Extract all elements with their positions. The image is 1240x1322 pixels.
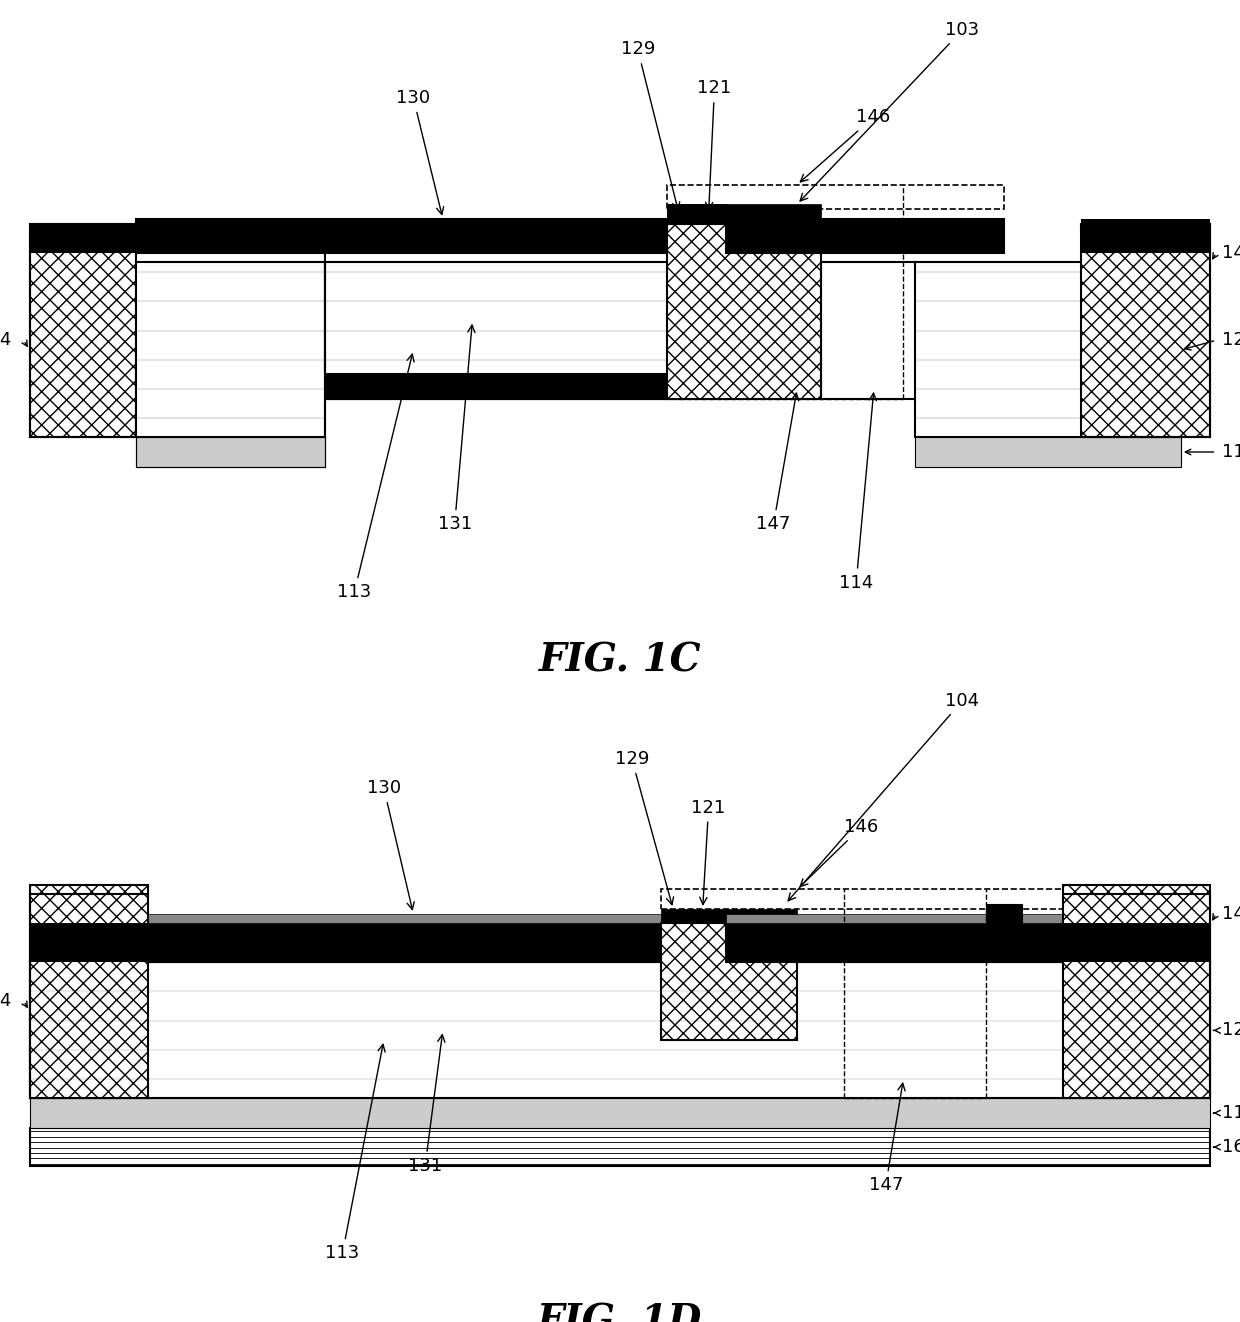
Bar xyxy=(30,1099,1210,1128)
Bar xyxy=(667,185,1004,209)
Text: 113: 113 xyxy=(325,1044,386,1263)
Bar xyxy=(325,374,680,398)
Bar xyxy=(30,223,136,253)
Bar xyxy=(1063,924,1210,962)
Bar xyxy=(727,914,1063,924)
Text: 103: 103 xyxy=(800,21,980,201)
Text: 112: 112 xyxy=(1223,443,1240,461)
Text: 144: 144 xyxy=(0,332,12,349)
Text: 113: 113 xyxy=(337,354,414,602)
Bar xyxy=(915,263,1180,438)
Text: 146: 146 xyxy=(800,818,879,887)
Bar xyxy=(661,910,797,924)
Bar xyxy=(136,263,325,438)
Bar xyxy=(667,204,727,223)
Text: 147: 147 xyxy=(868,1083,905,1194)
Bar xyxy=(661,890,1063,910)
Text: 120: 120 xyxy=(1223,1022,1240,1039)
Text: 114: 114 xyxy=(839,393,877,591)
Bar xyxy=(148,924,680,962)
Bar xyxy=(1080,218,1210,253)
Bar xyxy=(30,233,136,438)
Bar xyxy=(136,438,325,467)
Text: 104: 104 xyxy=(789,691,980,900)
Bar xyxy=(667,223,821,398)
Text: 147: 147 xyxy=(756,393,799,533)
Bar xyxy=(30,884,148,1099)
Text: 131: 131 xyxy=(408,1035,445,1175)
Text: 162: 162 xyxy=(1223,1138,1240,1155)
Text: FIG. 1D: FIG. 1D xyxy=(537,1302,703,1322)
Bar xyxy=(667,204,821,223)
Text: 121: 121 xyxy=(697,79,732,209)
Text: 130: 130 xyxy=(397,89,444,214)
Bar xyxy=(30,962,1210,1099)
Text: 121: 121 xyxy=(692,798,725,904)
Bar xyxy=(915,438,1180,467)
Bar xyxy=(727,218,1004,253)
Text: 130: 130 xyxy=(367,779,414,910)
Bar xyxy=(30,1128,1210,1166)
Bar xyxy=(325,263,680,374)
Text: 145: 145 xyxy=(1223,243,1240,262)
Bar xyxy=(148,914,680,924)
Bar xyxy=(136,263,325,438)
Text: 129: 129 xyxy=(620,41,680,210)
Bar xyxy=(30,962,1210,1099)
Text: 120: 120 xyxy=(1223,332,1240,349)
Text: 144: 144 xyxy=(0,993,12,1010)
Bar xyxy=(325,263,680,374)
Text: FIG. 1C: FIG. 1C xyxy=(538,641,702,680)
Bar xyxy=(325,389,680,398)
Bar xyxy=(1063,884,1210,1099)
Bar xyxy=(986,904,1022,924)
Bar xyxy=(915,263,1180,438)
Text: 112: 112 xyxy=(1223,1104,1240,1122)
Bar xyxy=(30,924,148,962)
Text: 146: 146 xyxy=(800,108,890,182)
Bar xyxy=(1080,223,1210,438)
Bar xyxy=(661,924,797,1040)
Text: 131: 131 xyxy=(438,325,475,533)
Bar xyxy=(727,924,1063,962)
Text: 129: 129 xyxy=(615,750,673,904)
Text: 145: 145 xyxy=(1223,904,1240,923)
Bar xyxy=(136,218,667,253)
